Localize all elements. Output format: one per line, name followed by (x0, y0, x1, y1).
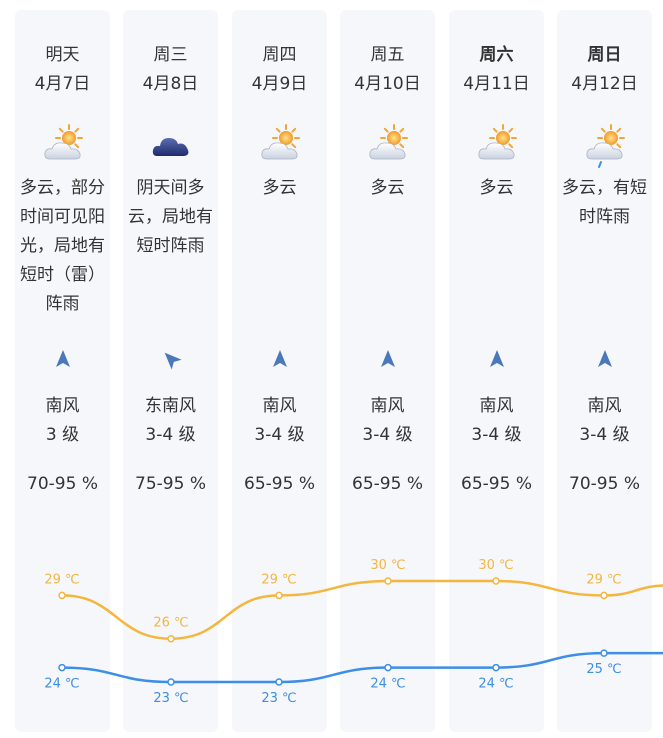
wind-level: 3-4 级 (254, 425, 305, 445)
partly-cloudy-icon (41, 124, 85, 168)
description-line: 阵雨 (45, 294, 80, 314)
humidity: 70-95 % (27, 474, 98, 494)
wind-direction: 南风 (370, 396, 405, 416)
overcast-cloud-icon (149, 124, 193, 168)
wind-direction-arrow-icon (160, 348, 182, 370)
day-label: 明天 (45, 45, 80, 65)
humidity: 65-95 % (244, 474, 315, 494)
wind-direction: 南风 (479, 396, 514, 416)
forecast-day-column: 周五 4月10日多云南风 3-4 级 65-95 % (340, 10, 435, 732)
wind-direction: 南风 (262, 396, 297, 416)
description-line: 多云，部分 (20, 178, 105, 198)
partly-cloudy-icon (258, 124, 302, 168)
weather-description: 多云 (236, 174, 323, 203)
cloud-rain-sun-icon (583, 124, 627, 168)
wind-direction: 东南风 (145, 396, 196, 416)
weather-description: 多云 (453, 174, 540, 203)
weather-description: 阴天间多云，局地有短时阵雨 (127, 174, 214, 261)
wind-level: 3-4 级 (471, 425, 522, 445)
description-line: 光，局地有 (20, 236, 105, 256)
description-line: 时阵雨 (579, 207, 630, 227)
day-label: 周六 (479, 45, 514, 65)
wind-level: 3-4 级 (362, 425, 413, 445)
day-label: 周日 (587, 45, 622, 65)
weather-description: 多云，部分时间可见阳光，局地有短时（雷） 阵雨 (19, 174, 106, 319)
description-line: 多云，有短 (562, 178, 647, 198)
date-label: 4月9日 (251, 74, 308, 94)
forecast-day-column: 周三 4月8日阴天间多云，局地有短时阵雨东南风 3-4 级 75-95 % (123, 10, 218, 732)
forecast-day-column: 周六 4月11日多云南风 3-4 级 65-95 % (449, 10, 544, 732)
date-label: 4月12日 (571, 74, 638, 94)
wind-direction: 南风 (45, 396, 80, 416)
wind-direction-arrow-icon (269, 348, 291, 370)
partly-cloudy-icon (475, 124, 519, 168)
weather-description: 多云 (344, 174, 431, 203)
weather-description: 多云，有短时阵雨 (561, 174, 648, 232)
wind-level: 3 级 (45, 425, 80, 445)
humidity: 65-95 % (352, 474, 423, 494)
description-line: 阴天间多 (136, 178, 205, 198)
forecast-day-column: 明天 4月7日多云，部分时间可见阳光，局地有短时（雷） 阵雨南风 3 级 70-95 % (15, 10, 110, 732)
day-label: 周三 (153, 45, 188, 65)
wind-direction-arrow-icon (52, 348, 74, 370)
description-line: 多云 (370, 178, 405, 198)
day-label: 周四 (262, 45, 297, 65)
humidity: 65-95 % (461, 474, 532, 494)
humidity: 70-95 % (569, 474, 640, 494)
wind-direction-arrow-icon (377, 348, 399, 370)
humidity: 75-95 % (135, 474, 206, 494)
day-label: 周五 (370, 45, 405, 65)
date-label: 4月10日 (354, 74, 421, 94)
description-line: 短时阵雨 (136, 236, 205, 256)
wind-level: 3-4 级 (579, 425, 630, 445)
wind-direction-arrow-icon (486, 348, 508, 370)
wind-direction-arrow-icon (594, 348, 616, 370)
partly-cloudy-icon (366, 124, 410, 168)
wind-direction: 南风 (587, 396, 622, 416)
description-line: 云，局地有 (128, 207, 213, 227)
date-label: 4月11日 (463, 74, 530, 94)
description-line: 短时（雷） (20, 265, 105, 285)
forecast-day-column: 周日 4月12日多云，有短时阵雨南风 3-4 级 70-95 % (557, 10, 652, 732)
date-label: 4月7日 (34, 74, 91, 94)
description-line: 多云 (479, 178, 514, 198)
description-line: 多云 (262, 178, 297, 198)
wind-level: 3-4 级 (145, 425, 196, 445)
forecast-day-column: 周四 4月9日多云南风 3-4 级 65-95 % (232, 10, 327, 732)
description-line: 时间可见阳 (20, 207, 105, 227)
date-label: 4月8日 (142, 74, 199, 94)
